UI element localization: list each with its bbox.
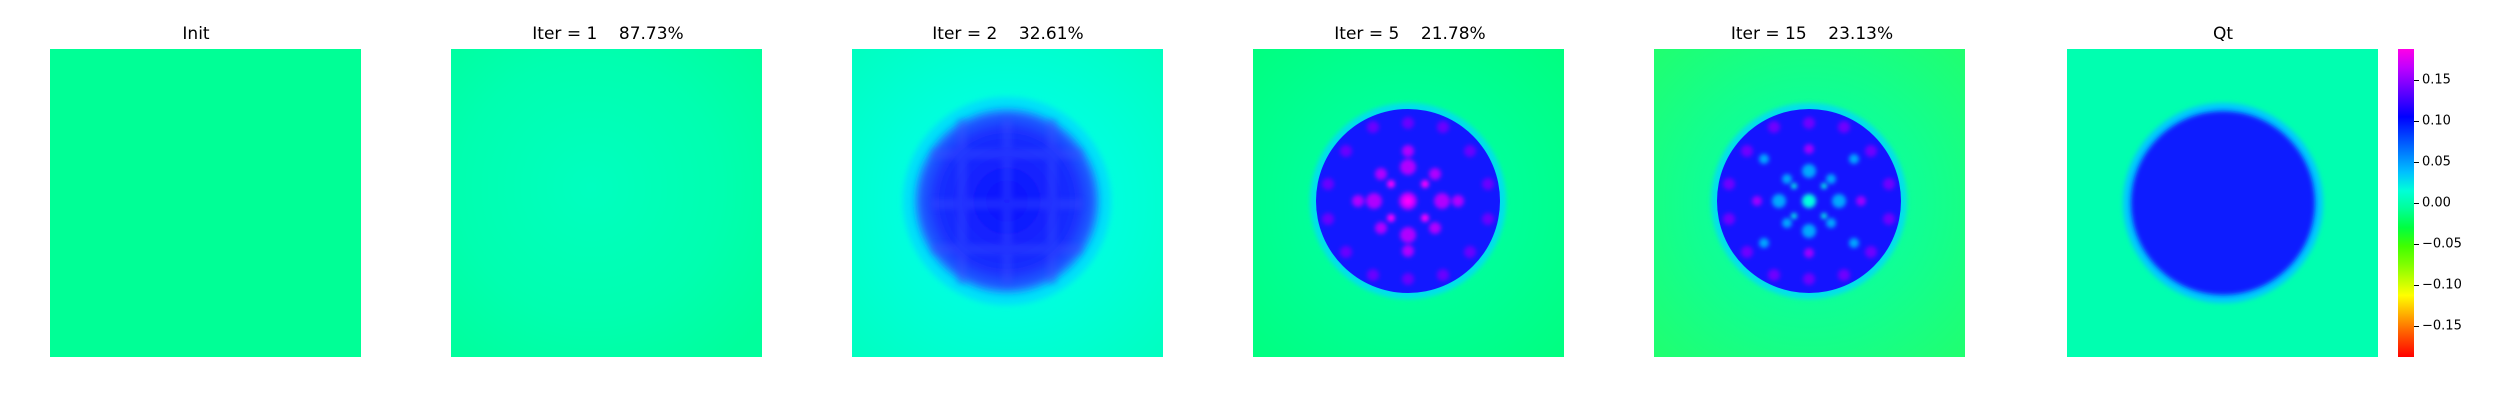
- panel-title-qt: Qt: [2212, 24, 2234, 44]
- panel-image-init: [50, 49, 361, 357]
- colorbar-tick: [2414, 244, 2419, 245]
- colorbar-tick-label: −0.05: [2422, 236, 2462, 252]
- panel-image-iter-1: [451, 49, 762, 357]
- colorbar: [2398, 49, 2414, 357]
- colorbar-tick: [2414, 285, 2419, 286]
- colorbar-tick-label: 0.05: [2422, 154, 2451, 170]
- panel-title-iter-15: Iter = 15 23.13%: [1730, 24, 1894, 44]
- panel-title-iter-1: Iter = 1 87.73%: [532, 24, 684, 44]
- panel-image-iter-15: [1654, 49, 1965, 357]
- panel-title-iter-2: Iter = 2 32.61%: [932, 24, 1084, 44]
- colorbar-tick: [2414, 80, 2419, 81]
- panel-image-qt: [2067, 49, 2378, 357]
- panel-image-iter-2: [852, 49, 1163, 357]
- colorbar-tick-label: 0.10: [2422, 113, 2451, 129]
- colorbar-tick-label: 0.00: [2422, 195, 2451, 211]
- colorbar-tick-label: −0.15: [2422, 318, 2462, 334]
- colorbar-tick: [2414, 121, 2419, 122]
- panel-title-init: Init: [182, 24, 210, 44]
- panel-image-iter-5: [1253, 49, 1564, 357]
- colorbar-tick-label: 0.15: [2422, 72, 2451, 88]
- colorbar-tick: [2414, 203, 2419, 204]
- colorbar-tick: [2414, 326, 2419, 327]
- colorbar-tick-label: −0.10: [2422, 277, 2462, 293]
- colorbar-tick: [2414, 162, 2419, 163]
- panel-title-iter-5: Iter = 5 21.78%: [1334, 24, 1486, 44]
